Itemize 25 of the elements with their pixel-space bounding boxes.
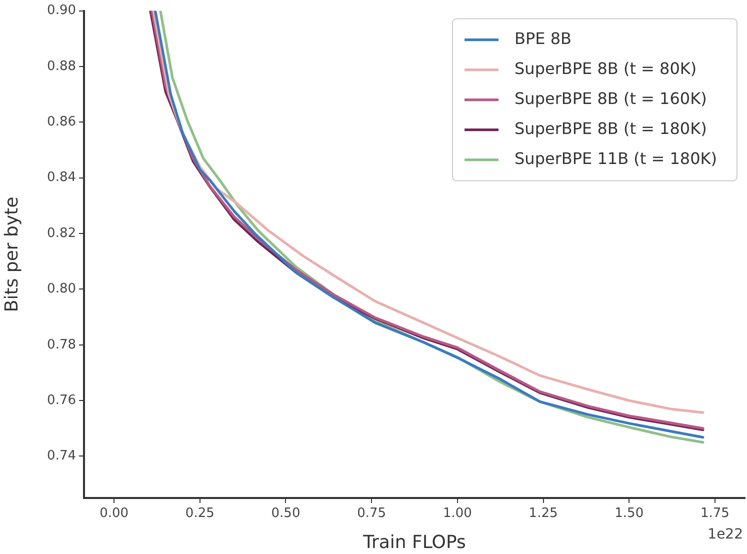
legend-label: SuperBPE 8B (t = 80K) <box>514 58 697 78</box>
y-axis-title: Bits per byte <box>1 196 22 312</box>
text: 1e22 <box>708 526 743 543</box>
y-tick-label: 0.86 <box>47 114 76 130</box>
x-tick-label: 1.50 <box>614 506 644 522</box>
legend-label: BPE 8B <box>514 28 572 48</box>
y-tick-label: 0.78 <box>47 337 76 352</box>
legend-label: SuperBPE 11B (t = 180K) <box>514 148 717 168</box>
y-tick-label: 0.90 <box>47 3 76 18</box>
y-tick-label: 0.82 <box>47 226 76 241</box>
legend-label: SuperBPE 8B (t = 160K) <box>514 88 707 108</box>
x-tick-label: 0.00 <box>100 506 129 522</box>
x-tick-label: 0.25 <box>185 506 214 522</box>
y-tick-label: 0.76 <box>47 392 76 408</box>
legend-label: SuperBPE 8B (t = 180K) <box>514 118 707 138</box>
x-tick-label: 1.25 <box>528 506 558 522</box>
x-axis-title: Train FLOPs <box>362 532 466 553</box>
y-tick-label: 0.84 <box>47 170 76 186</box>
x-tick-label: 1.00 <box>442 506 472 522</box>
y-tick-label: 0.88 <box>47 58 76 74</box>
x-tick-label: 1.75 <box>700 506 730 522</box>
x-tick-label: 0.50 <box>271 506 300 522</box>
y-tick-label: 0.80 <box>47 282 76 297</box>
x-tick-label: 0.75 <box>357 506 386 522</box>
y-tick-label: 0.74 <box>47 448 76 464</box>
